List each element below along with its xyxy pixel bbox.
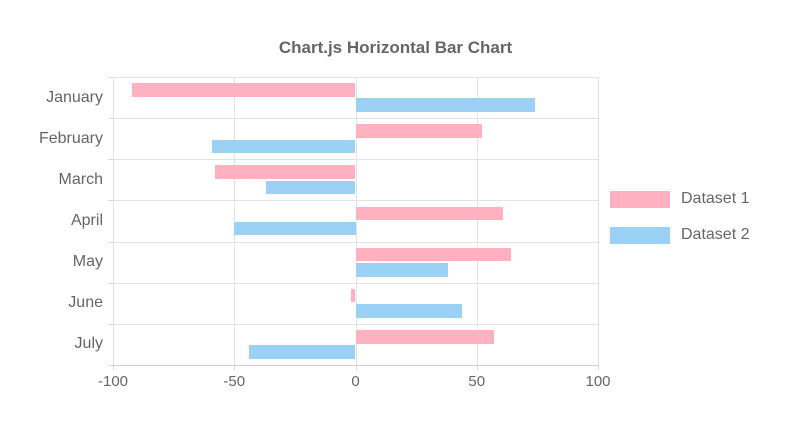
x-tick-label-0: 0 [351,373,360,390]
legend-swatch-dataset-2 [610,226,670,244]
tick-mark-y-0 [108,77,113,78]
legend: Dataset 1 Dataset 2 [610,190,749,262]
gridline-y-1 [113,118,598,120]
bar-dataset-1-january[interactable] [132,83,356,97]
bar-dataset-1-april[interactable] [355,206,504,221]
gridline-y-7 [113,365,598,366]
tick-mark-y-3 [108,200,113,202]
bar-dataset-2-april[interactable] [234,221,356,236]
gridline-y-4 [113,241,598,243]
bar-dataset-1-february[interactable] [355,124,482,138]
legend-label-dataset-2: Dataset 2 [681,226,750,243]
y-category-label-february: February [38,129,103,147]
gridline-x--100 [113,77,114,365]
bar-dataset-1-june[interactable] [350,288,356,303]
bar-dataset-1-july[interactable] [355,330,494,344]
tick-mark-y-6 [108,323,113,325]
y-category-label-june: June [68,294,103,312]
gridline-y-2 [113,159,598,161]
gridline-y-5 [113,282,598,284]
tick-mark-y-7 [108,365,113,366]
x-tick-label-50: 50 [468,373,486,390]
gridline-y-0 [113,77,598,78]
gridline-y-6 [113,323,598,325]
legend-item-dataset-1[interactable]: Dataset 1 [610,190,749,208]
bar-dataset-2-june[interactable] [355,304,463,318]
tick-mark-x--50 [234,365,236,370]
gridline-y-3 [113,200,598,202]
legend-swatch-dataset-1 [610,190,670,208]
x-tick-label-100: 100 [585,373,611,390]
legend-label-dataset-1: Dataset 1 [681,190,750,207]
y-category-label-january: January [46,88,103,106]
y-category-label-march: March [58,170,103,188]
tick-mark-x-0 [355,365,357,370]
y-category-label-may: May [72,253,103,271]
gridline-x-0 [355,77,357,365]
x-tick-label--100: -100 [97,373,129,390]
x-tick-label--50: -50 [223,373,246,390]
bar-dataset-2-may[interactable] [355,263,448,277]
gridline-x--50 [234,77,236,365]
tick-mark-x-100 [598,365,599,370]
tick-mark-x--100 [113,365,114,370]
bar-dataset-1-may[interactable] [355,247,511,262]
tick-mark-x-50 [476,365,478,370]
tick-mark-y-1 [108,118,113,120]
bar-dataset-2-january[interactable] [355,98,535,112]
tick-mark-y-4 [108,241,113,243]
legend-item-dataset-2[interactable]: Dataset 2 [610,226,749,244]
bar-dataset-2-july[interactable] [248,345,356,359]
bar-dataset-2-march[interactable] [265,180,356,195]
gridline-x-100 [598,77,599,365]
y-category-label-july: July [74,335,103,353]
bar-dataset-2-february[interactable] [212,139,356,154]
tick-mark-y-5 [108,282,113,284]
tick-mark-y-2 [108,159,113,161]
gridline-x-50 [476,77,478,365]
bar-dataset-1-march[interactable] [214,165,356,179]
y-category-label-april: April [70,212,103,229]
chart-title: Chart.js Horizontal Bar Chart [278,38,513,57]
